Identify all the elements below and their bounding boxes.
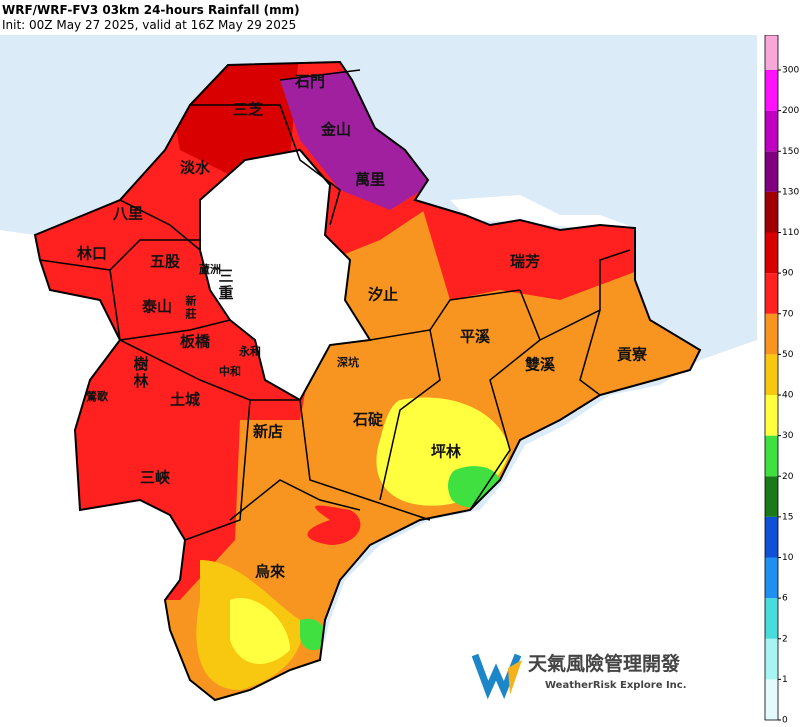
district-label: 樹林 (132, 355, 150, 390)
boundary (33, 60, 702, 702)
colorbar-tick-label: 70 (782, 309, 794, 319)
district-label: 中和 (219, 364, 241, 378)
district-label: 蘆洲 (199, 262, 221, 276)
colorbar-tick-label: 0 (782, 716, 788, 726)
district-label: 八里 (112, 205, 143, 223)
colorbar-band (765, 395, 778, 436)
district-label: 石門 (294, 73, 325, 91)
colorbar-tick-label: 90 (782, 269, 794, 279)
title: WRF/WRF-FV3 03km 24-hours Rainfall (mm) (2, 3, 300, 17)
colorbar-tick-label: 200 (782, 106, 799, 116)
header-bg (0, 0, 800, 35)
district-label: 新莊 (184, 294, 198, 321)
district-label: 永和 (238, 344, 261, 358)
district-label: 鶯歌 (86, 389, 109, 403)
district-label: 新店 (253, 423, 283, 441)
district-label: 坪林 (431, 443, 462, 461)
colorbar-band (765, 679, 778, 720)
subtitle: Init: 00Z May 27 2025, valid at 16Z May … (2, 18, 296, 32)
colorbar-band (765, 273, 778, 314)
district-label: 烏來 (255, 563, 285, 581)
logo-mark (471, 653, 522, 700)
colorbar-tick-label: 2 (782, 634, 788, 644)
district-label: 三芝 (233, 101, 263, 119)
district-label: 土城 (170, 391, 200, 409)
colorbar-band (765, 313, 778, 355)
colorbar-tick-label: 10 (782, 553, 794, 563)
colorbar-band (765, 435, 778, 477)
logo-bolt (508, 660, 522, 695)
district-label: 萬里 (355, 171, 385, 189)
district-label: 貢寮 (617, 346, 648, 364)
colorbar-tick-label: 50 (782, 350, 794, 360)
district-label: 瑞芳 (510, 253, 540, 271)
district-label: 五股 (150, 253, 181, 271)
colorbar-tick-label: 30 (782, 431, 794, 441)
district-label: 板橋 (180, 333, 211, 351)
logo-subtitle: WeatherRisk Explore Inc. (545, 680, 687, 691)
colorbar-band (765, 151, 778, 192)
colorbar-band (765, 557, 778, 599)
colorbar-tick-label: 40 (782, 391, 794, 401)
district-label: 雙溪 (525, 356, 556, 374)
land (0, 230, 757, 727)
colorbar-band (765, 35, 778, 70)
colorbar-band (765, 638, 778, 680)
district-label: 石碇 (352, 411, 383, 429)
district-borders (39, 69, 631, 541)
district-label: 平溪 (460, 328, 491, 346)
logo: 天氣風險管理開發 WeatherRisk Explore Inc. (471, 652, 687, 700)
colorbar-tick-label: 15 (782, 512, 793, 522)
colorbar-tick-label: 130 (782, 187, 799, 197)
logo-name: 天氣風險管理開發 (528, 652, 681, 675)
district-label: 汐止 (368, 286, 398, 304)
district-label: 深坑 (337, 355, 359, 369)
colorbar-band (765, 70, 778, 111)
district-label: 金山 (320, 121, 351, 139)
district-label: 三重 (217, 268, 235, 302)
colorbar-band (765, 191, 778, 233)
colorbar-band (765, 110, 778, 152)
district-label: 淡水 (180, 159, 211, 177)
colorbar-band (765, 598, 778, 639)
taipei-city (199, 148, 372, 402)
district-label: 泰山 (141, 298, 172, 316)
colorbar-tick-label: 110 (782, 228, 799, 238)
colorbar-tick-label: 1 (782, 675, 788, 685)
district-label: 三峽 (140, 469, 171, 487)
colorbar-tick-label: 300 (782, 66, 799, 76)
colorbar-band (765, 516, 778, 558)
colorbar-band (765, 476, 778, 517)
district-label: 林口 (77, 245, 107, 263)
colorbar-band (765, 354, 778, 395)
colorbar-tick-label: 150 (782, 147, 799, 157)
colorbar-tick-label: 6 (782, 594, 788, 604)
cape (450, 195, 635, 230)
colorbar-band (765, 232, 778, 274)
colorbar: 0 1 2 6 10 15 20 30 40 50 70 90 110 130 150 200 300 (764, 34, 799, 726)
colorbar-tick-label: 20 (782, 472, 794, 482)
